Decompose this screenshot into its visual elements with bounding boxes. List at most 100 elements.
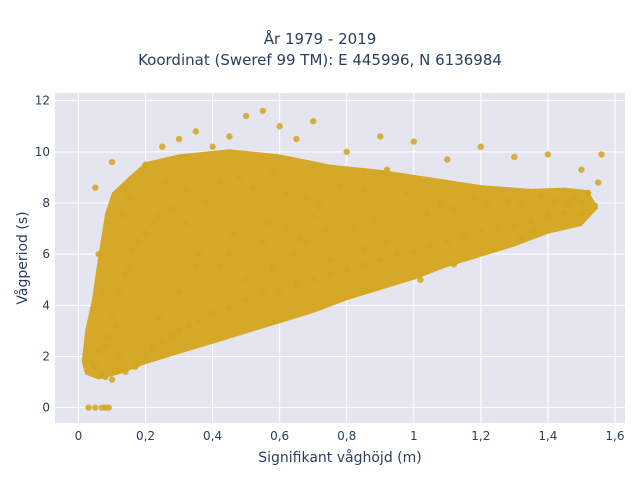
data-point-0-44 bbox=[410, 248, 417, 255]
data-point-0-127 bbox=[423, 210, 431, 217]
data-point-0-108 bbox=[303, 238, 310, 245]
data-point-0-88 bbox=[303, 194, 310, 202]
data-point-0-52 bbox=[544, 212, 552, 219]
data-point-0-55 bbox=[584, 189, 592, 196]
data-point-0-118 bbox=[195, 250, 203, 258]
data-point-0-96 bbox=[504, 197, 511, 204]
y-tick-label-6: 12 bbox=[35, 94, 50, 108]
data-point-0-63 bbox=[226, 133, 233, 140]
data-point-0-42 bbox=[377, 256, 384, 263]
data-point-0-37 bbox=[293, 281, 300, 289]
data-point-0-112 bbox=[122, 271, 129, 278]
data-point-0-131 bbox=[551, 197, 558, 204]
y-tick-label-0: 0 bbox=[42, 401, 50, 415]
data-point-0-117 bbox=[182, 220, 189, 227]
y-tick-label-1: 2 bbox=[42, 349, 50, 363]
data-point-0-59 bbox=[159, 143, 166, 150]
data-point-0-4 bbox=[105, 404, 112, 411]
data-point-0-92 bbox=[383, 166, 391, 173]
data-point-0-13 bbox=[112, 322, 119, 329]
data-point-0-123 bbox=[323, 227, 330, 235]
data-point-0-45 bbox=[427, 243, 434, 250]
data-point-0-114 bbox=[142, 230, 149, 237]
data-point-0-28 bbox=[175, 327, 183, 335]
data-point-0-84 bbox=[236, 174, 243, 181]
data-point-0-56 bbox=[594, 179, 602, 186]
data-point-0-94 bbox=[437, 199, 444, 207]
data-point-0-20 bbox=[122, 368, 129, 376]
x-tick-label-1: 0,2 bbox=[136, 429, 155, 443]
data-point-0-0 bbox=[85, 404, 92, 411]
chart-title-line-2: Koordinat (Sweref 99 TM): E 445996, N 61… bbox=[138, 51, 502, 69]
data-point-0-16 bbox=[92, 184, 99, 191]
data-point-0-49 bbox=[494, 225, 501, 232]
data-point-0-121 bbox=[263, 220, 270, 227]
x-tick-label-2: 0,4 bbox=[203, 429, 222, 443]
x-tick-label-3: 0,6 bbox=[270, 429, 289, 443]
data-point-0-122 bbox=[296, 235, 303, 243]
data-point-0-71 bbox=[410, 138, 417, 145]
data-point-0-33 bbox=[226, 304, 233, 312]
data-point-0-105 bbox=[242, 276, 250, 283]
data-point-0-38 bbox=[309, 276, 317, 283]
data-point-0-77 bbox=[125, 263, 132, 271]
data-point-0-54 bbox=[578, 199, 585, 207]
data-point-0-138 bbox=[517, 235, 525, 243]
data-point-0-30 bbox=[185, 322, 193, 329]
data-point-0-113 bbox=[128, 245, 136, 253]
data-point-0-12 bbox=[105, 332, 112, 340]
data-point-0-79 bbox=[149, 220, 156, 227]
y-axis-label: Vågperiod (s) bbox=[14, 211, 31, 304]
data-point-0-115 bbox=[155, 212, 163, 219]
data-point-0-104 bbox=[175, 289, 183, 296]
chart-title-line-1: År 1979 - 2019 bbox=[263, 30, 377, 48]
data-point-0-126 bbox=[397, 212, 404, 219]
x-tick-label-5: 1 bbox=[410, 429, 418, 443]
data-point-0-74 bbox=[511, 153, 518, 161]
data-point-0-17 bbox=[108, 158, 116, 166]
data-point-0-9 bbox=[102, 373, 109, 381]
data-point-0-41 bbox=[360, 261, 367, 268]
data-point-0-65 bbox=[259, 107, 267, 115]
data-point-0-141 bbox=[360, 245, 367, 253]
data-point-0-107 bbox=[289, 250, 297, 258]
data-point-0-120 bbox=[229, 230, 236, 237]
data-point-0-135 bbox=[417, 276, 424, 283]
data-point-0-61 bbox=[192, 128, 200, 135]
x-tick-label-8: 1,6 bbox=[605, 429, 624, 443]
data-point-0-111 bbox=[115, 289, 122, 296]
scatter-cloud-fill bbox=[81, 149, 599, 380]
data-point-0-72 bbox=[444, 156, 451, 163]
data-point-0-102 bbox=[283, 225, 290, 232]
data-point-0-7 bbox=[95, 348, 102, 355]
data-point-0-78 bbox=[135, 238, 143, 245]
data-point-0-91 bbox=[360, 187, 367, 194]
data-point-0-23 bbox=[135, 358, 143, 365]
data-point-0-82 bbox=[202, 199, 210, 207]
data-point-0-18 bbox=[118, 212, 126, 219]
data-point-0-76 bbox=[578, 166, 585, 173]
x-tick-label-7: 1,4 bbox=[538, 429, 557, 443]
data-point-0-81 bbox=[182, 187, 189, 194]
y-tick-label-5: 10 bbox=[35, 145, 50, 159]
data-point-0-124 bbox=[350, 225, 357, 232]
data-point-0-134 bbox=[591, 202, 599, 209]
x-axis-ticks: 0 0,2 0,4 0,6 0,8 1 1,2 1,4 1,6 bbox=[75, 429, 625, 443]
x-axis-label: Signifikant våghöjd (m) bbox=[258, 449, 421, 466]
data-point-0-129 bbox=[484, 202, 491, 209]
data-point-0-19 bbox=[125, 194, 132, 202]
data-point-0-25 bbox=[149, 345, 156, 353]
data-point-0-139 bbox=[531, 227, 538, 235]
data-point-0-137 bbox=[491, 245, 498, 253]
data-point-0-106 bbox=[269, 263, 277, 271]
data-point-0-100 bbox=[226, 250, 233, 258]
data-point-0-103 bbox=[309, 212, 317, 219]
data-point-0-140 bbox=[326, 256, 334, 263]
data-point-0-35 bbox=[259, 289, 267, 296]
data-point-0-128 bbox=[450, 204, 458, 212]
data-points bbox=[85, 107, 605, 411]
data-point-0-101 bbox=[259, 238, 267, 245]
data-point-0-66 bbox=[276, 123, 283, 130]
